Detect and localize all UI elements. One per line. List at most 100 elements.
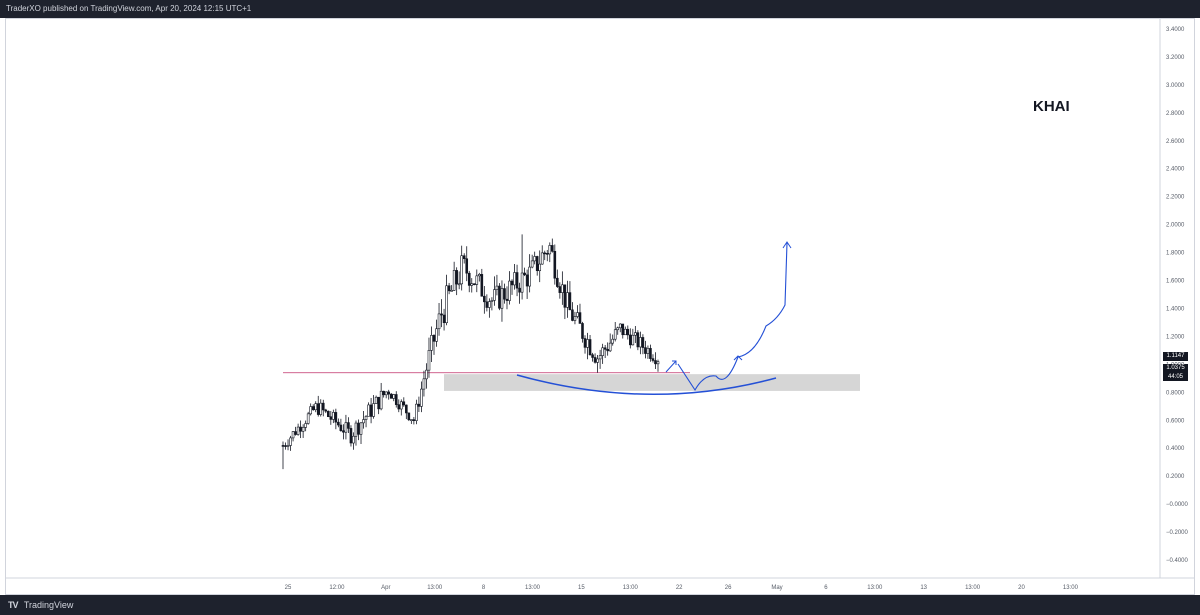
candle-body (483, 295, 486, 303)
candle-body (533, 256, 536, 262)
candle-body (513, 272, 516, 286)
candle-body (397, 404, 401, 410)
candle-body (530, 260, 534, 268)
candle-body (558, 286, 562, 293)
candle-body (399, 401, 403, 410)
candle-body (417, 403, 421, 407)
mid-arrowhead (733, 355, 743, 361)
candle-body (656, 361, 660, 365)
candle-body (621, 323, 625, 336)
candle-body (437, 313, 441, 330)
candle-body (553, 251, 557, 279)
time-tick-label: 13 (920, 585, 927, 591)
candle-body (583, 338, 587, 348)
candle-body (571, 309, 574, 321)
time-tick-label: 25 (285, 585, 292, 591)
candle-body (475, 275, 479, 285)
candle-body (394, 394, 398, 405)
candle-body (485, 301, 489, 308)
candle-body (611, 338, 614, 344)
candle-body (472, 283, 476, 286)
candle-body (299, 426, 302, 432)
candle-body (515, 272, 519, 289)
brand-name[interactable]: TradingView (23, 600, 74, 610)
candle-body (349, 428, 353, 444)
candle-body (538, 263, 542, 272)
candle-body (311, 406, 315, 411)
candle-body (586, 339, 589, 348)
candle-body (296, 426, 300, 435)
candle-body (505, 298, 509, 301)
candle-body (342, 430, 345, 433)
price-tick-label: 0.2000 (1166, 474, 1185, 480)
candle-body (301, 427, 305, 432)
candle-body (440, 313, 443, 316)
price-axis[interactable]: 3.4000 3.2000 3.0000 2.8000 2.6000 2.4000 2.20… (1159, 18, 1189, 578)
price-tick-label: −0.2000 (1166, 530, 1189, 536)
candle-body (294, 431, 297, 435)
candle-body (634, 332, 637, 336)
candle-body (387, 391, 391, 395)
candle-body (508, 280, 511, 301)
candle-body (566, 292, 569, 308)
candle-body (608, 342, 612, 352)
candle-body (465, 258, 469, 274)
candle-body (518, 287, 521, 293)
price-tick-label: 1.4000 (1166, 306, 1185, 312)
price-tick-label: 0.4000 (1166, 446, 1185, 452)
candle-body (309, 406, 312, 415)
drawings-layer (516, 241, 792, 396)
candle-body (563, 284, 567, 308)
time-axis[interactable]: 25 12:00 Apr 13:00 8 13:00 15 13:00 22 26 May 6 13:0… (5, 577, 1195, 591)
candle-body (639, 337, 642, 348)
candle-body (420, 388, 423, 407)
candle-body (367, 404, 370, 417)
candle-body (581, 323, 584, 339)
candle-body (362, 419, 365, 424)
candle-body (470, 283, 474, 286)
time-tick-label: Apr (381, 585, 390, 591)
small-arrowhead (672, 360, 677, 365)
chart-frame[interactable] (5, 18, 1195, 595)
current-price-tag: 1.1147 (1163, 352, 1188, 361)
candle-body (576, 312, 579, 317)
candle-body (324, 409, 328, 412)
candle-body (616, 327, 620, 331)
time-tick-label: 26 (725, 585, 732, 591)
time-tick-label: 6 (824, 585, 828, 591)
candle-body (402, 401, 406, 406)
price-tick-label: 1.6000 (1166, 279, 1185, 285)
candle-body (654, 360, 657, 365)
candle-body (467, 272, 471, 286)
price-tick-label: 2.2000 (1166, 195, 1185, 201)
candle-body (412, 419, 416, 421)
candle-body (327, 410, 330, 417)
candle-body (623, 328, 627, 336)
candle-body (641, 337, 645, 348)
publisher-bar: TraderXO published on TradingView.com, A… (0, 0, 1200, 18)
candle-body (359, 422, 363, 435)
candle-body (389, 393, 393, 399)
candle-body (613, 329, 617, 340)
candle-body (450, 290, 453, 292)
candle-body (332, 412, 335, 420)
candle-body (447, 285, 451, 292)
candle-body (319, 402, 323, 415)
candle-body (357, 422, 360, 435)
candle-body (369, 404, 373, 417)
candle-body (561, 284, 564, 293)
candle-body (284, 445, 287, 447)
candle-body (629, 334, 632, 346)
time-tick-label: 13:00 (965, 585, 981, 591)
candle-body (462, 255, 466, 260)
candle-body (545, 253, 549, 255)
candle-body (286, 445, 290, 447)
time-tick-label: 12:00 (329, 585, 345, 591)
candle-body (442, 314, 446, 324)
candle-body (455, 270, 458, 285)
candle-body (382, 390, 385, 396)
candle-body (352, 435, 355, 444)
candle-body (618, 323, 622, 329)
candle-body (520, 272, 524, 293)
